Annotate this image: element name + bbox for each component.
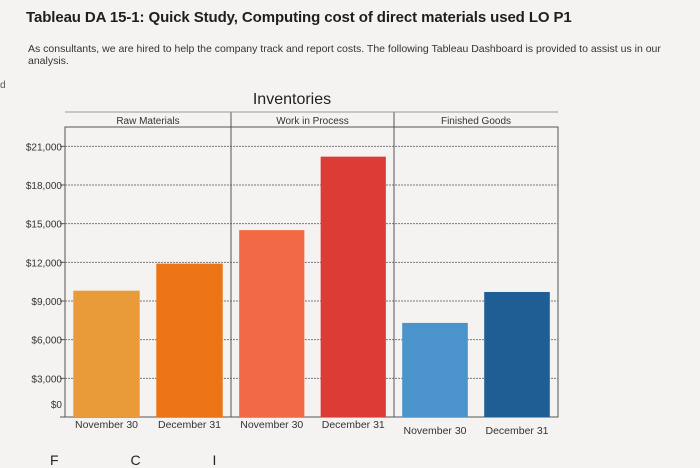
bar [73,290,140,417]
y-tick-label: $21,000 [26,142,63,153]
y-tick-label: $0 [51,400,63,411]
panel-header: Raw Materials [116,116,179,127]
intro-text: As consultants, we are hired to help the… [28,43,661,67]
x-tick-label: December 31 [485,425,548,437]
x-tick-label: November 30 [75,419,138,431]
panel-header: Finished Goods [441,116,511,127]
y-tick-label: $3,000 [31,374,62,385]
x-tick-label: December 31 [322,419,385,431]
chart-title: Inventories [253,91,331,108]
y-tick-label: $9,000 [31,297,62,308]
y-tick-label: $6,000 [31,336,62,347]
bar [320,156,386,417]
plot-frame [64,126,559,418]
margin-mark: d [0,80,6,91]
page-title: Tableau DA 15-1: Quick Study, Computing … [26,9,572,26]
panel-header: Work in Process [276,116,349,127]
y-tick-label: $18,000 [26,181,63,192]
bar [239,230,305,417]
x-tick-label: November 30 [240,419,303,431]
cut-off-text: F C I [50,452,251,468]
y-tick-label: $12,000 [26,258,63,269]
grid-layer [60,111,559,418]
label-layer: $0 $3,000 $6,000 $9,000 $12,000 $15,000 $18,00… [26,116,549,437]
bar [156,263,223,417]
bar [402,322,468,417]
x-tick-label: November 30 [403,425,466,437]
x-tick-label: December 31 [158,419,221,431]
bar-layer [73,156,550,417]
y-tick-label: $15,000 [26,220,63,231]
bar [484,291,550,417]
